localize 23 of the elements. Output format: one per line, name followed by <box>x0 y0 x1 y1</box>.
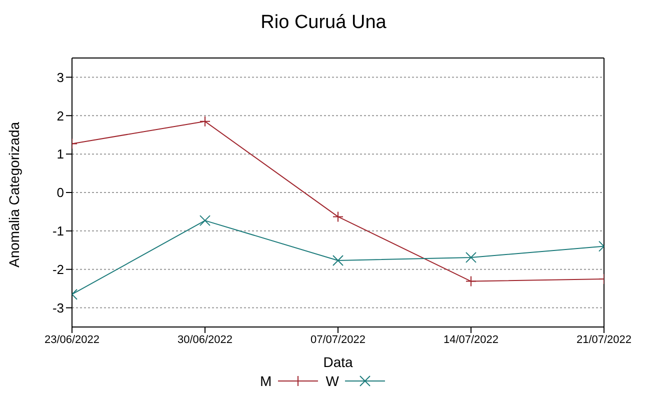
chart-title: Rio Curuá Una <box>260 11 388 35</box>
y-tick-label: 1 <box>56 146 64 162</box>
y-tick-label: -2 <box>52 262 64 277</box>
x-axis-title: Data <box>323 354 353 370</box>
x-tick-label: 14/07/2022 <box>443 334 499 346</box>
point <box>200 215 210 226</box>
y-tick-label: -1 <box>52 224 64 239</box>
point <box>332 211 344 222</box>
x-tick-label: 07/07/2022 <box>310 334 366 346</box>
y-axis-title: Anomalia Categorizada <box>6 122 22 268</box>
point <box>332 255 344 266</box>
y-tick-label: -3 <box>52 300 64 316</box>
x-tick-label: 23/06/2022 <box>44 334 100 346</box>
legend-label: W <box>326 373 339 389</box>
x-tick-label: 21/07/2022 <box>576 334 632 346</box>
legend-label: M <box>260 373 272 389</box>
point <box>466 252 476 263</box>
point <box>200 116 210 127</box>
y-tick-label: 2 <box>56 108 64 124</box>
y-tick-label: 0 <box>56 185 64 200</box>
x-tick-label: 30/06/2022 <box>177 334 233 346</box>
y-tick-label: 3 <box>56 70 64 85</box>
point <box>466 276 476 287</box>
